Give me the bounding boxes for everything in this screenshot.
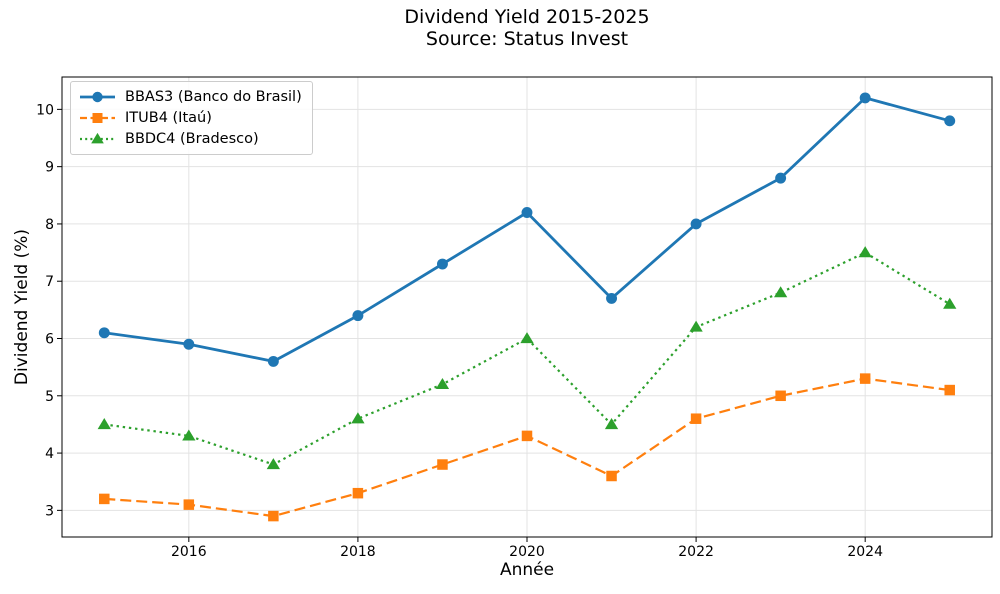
data-point-bbdc4-2018 <box>351 412 365 424</box>
data-point-bbas3-2017 <box>267 355 279 367</box>
data-point-itub4-2019 <box>437 459 448 470</box>
y-tick-label-4: 4 <box>45 446 54 462</box>
y-tick-label-3: 3 <box>45 503 54 519</box>
data-point-bbdc4-2023 <box>773 286 788 298</box>
data-point-bbdc4-2016 <box>182 429 196 441</box>
legend-label-itub4: ITUB4 (Itaú) <box>125 110 212 126</box>
legend-item-bbdc4: BBDC4 (Bradesco) <box>79 130 302 148</box>
x-tick-label-2022: 2022 <box>678 544 714 560</box>
legend-sample-itub4 <box>80 113 115 123</box>
data-point-bbdc4-2024 <box>858 246 872 258</box>
chart-subtitle: Source: Status Invest <box>425 28 629 50</box>
data-point-bbdc4-2022 <box>689 320 703 332</box>
legend-marker-bbdc4 <box>91 132 104 144</box>
data-point-bbas3-2023 <box>775 172 787 184</box>
y-tick-label-6: 6 <box>45 332 54 348</box>
legend: BBAS3 (Banco do Brasil) ITUB4 (Itaú) BBDC4… <box>70 81 313 155</box>
y-tick-label-5: 5 <box>45 389 54 405</box>
data-point-bbas3-2019 <box>436 258 448 270</box>
y-tick-label-9: 9 <box>45 160 54 176</box>
data-point-bbas3-2024 <box>859 92 871 104</box>
data-point-bbdc4-2020 <box>520 332 534 344</box>
y-tick-label-10: 10 <box>36 102 54 118</box>
legend-label-bbdc4: BBDC4 (Bradesco) <box>125 131 259 147</box>
y-tick-label-7: 7 <box>45 274 54 290</box>
data-point-itub4-2021 <box>606 470 617 482</box>
chart-title-block: Dividend Yield 2015-2025 Source: Status … <box>62 6 992 50</box>
data-point-bbdc4-2017 <box>266 458 281 470</box>
chart-title: Dividend Yield 2015-2025 <box>404 6 650 28</box>
data-point-bbdc4-2015 <box>97 418 111 430</box>
legend-label-bbas3: BBAS3 (Banco do Brasil) <box>125 89 302 105</box>
data-point-bbas3-2020 <box>521 207 533 218</box>
legend-sample-bbdc4 <box>80 132 115 144</box>
data-point-bbas3-2021 <box>606 292 618 304</box>
data-point-bbas3-2018 <box>352 310 364 322</box>
x-tick-label-2016: 2016 <box>171 544 207 560</box>
data-point-itub4-2017 <box>268 510 279 522</box>
series-line-bbdc4 <box>104 251 951 466</box>
data-point-bbas3-2015 <box>98 327 110 339</box>
data-point-bbdc4-2025 <box>943 297 957 309</box>
data-point-bbdc4-2021 <box>604 418 619 430</box>
x-axis-label: Année <box>499 560 555 580</box>
data-point-itub4-2024 <box>859 373 871 384</box>
data-point-itub4-2025 <box>944 384 955 396</box>
data-point-itub4-2020 <box>521 430 533 442</box>
legend-sample-bbas3 <box>80 91 115 103</box>
legend-item-itub4: ITUB4 (Itaú) <box>79 109 302 127</box>
data-point-itub4-2018 <box>352 487 364 499</box>
legend-marker-itub4 <box>92 113 103 123</box>
data-point-bbas3-2016 <box>183 338 195 350</box>
y-tick-label-8: 8 <box>45 217 54 233</box>
legend-marker-bbas3 <box>92 91 103 103</box>
legend-item-bbas3: BBAS3 (Banco do Brasil) <box>79 88 302 106</box>
x-tick-label-2024: 2024 <box>847 544 883 560</box>
data-point-bbas3-2022 <box>690 218 702 230</box>
data-point-itub4-2016 <box>183 499 195 510</box>
x-tick-label-2018: 2018 <box>340 544 376 560</box>
x-tick-label-2020: 2020 <box>509 544 545 560</box>
data-point-itub4-2022 <box>690 413 702 424</box>
data-point-itub4-2023 <box>775 390 786 402</box>
y-axis-label: Dividend Yield (%) <box>12 228 32 386</box>
data-point-itub4-2015 <box>99 493 110 505</box>
data-point-bbas3-2025 <box>944 115 956 127</box>
data-point-bbdc4-2019 <box>435 377 450 389</box>
